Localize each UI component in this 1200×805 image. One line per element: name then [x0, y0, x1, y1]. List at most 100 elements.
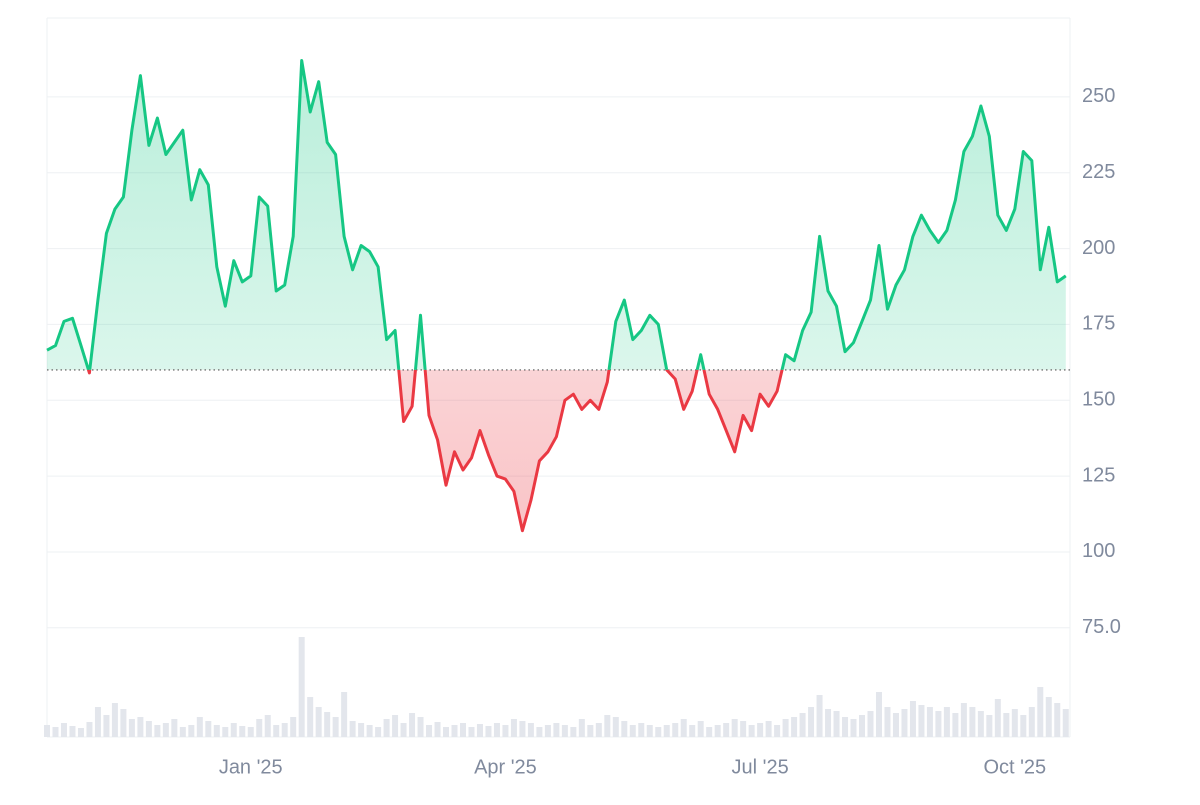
volume-bar	[1020, 715, 1027, 737]
volume-bar	[757, 723, 764, 737]
volume-bar	[298, 637, 305, 737]
volume-bar	[247, 727, 254, 737]
volume-bar	[409, 713, 416, 737]
volume-bar	[544, 725, 551, 737]
volume-bar	[663, 725, 670, 737]
volume-bar	[859, 715, 866, 737]
x-tick-label: Oct '25	[983, 756, 1046, 778]
volume-bar	[443, 727, 450, 737]
volume-bar	[977, 711, 984, 737]
volume-bar	[689, 725, 696, 737]
y-tick-label: 100	[1082, 540, 1115, 562]
y-tick-label: 200	[1082, 237, 1115, 259]
volume-bar	[120, 709, 127, 737]
volume-bar	[273, 725, 280, 737]
volume-bar	[434, 722, 441, 737]
volume-bar	[205, 721, 212, 737]
volume-bar	[103, 715, 110, 737]
volume-bar	[162, 723, 169, 737]
volume-bar	[476, 724, 483, 737]
y-tick-label: 250	[1082, 85, 1115, 107]
volume-bar	[1062, 709, 1069, 737]
volume-bar	[825, 709, 832, 737]
volume-bar	[901, 709, 908, 737]
volume-bar	[816, 695, 823, 737]
x-tick-label: Apr '25	[474, 756, 537, 778]
volume-bar	[188, 725, 195, 737]
volume-bar	[493, 723, 500, 737]
volume-bar	[349, 721, 356, 737]
volume-bar	[69, 726, 76, 737]
volume-bar	[833, 711, 840, 737]
volume-bar	[111, 703, 118, 737]
volume-bar	[468, 727, 475, 737]
volume-bar	[281, 723, 288, 737]
volume-bar	[366, 725, 373, 737]
volume-bar	[358, 723, 365, 737]
volume-bar	[595, 723, 602, 737]
volume-bar	[646, 725, 653, 737]
volume-bar	[485, 726, 492, 737]
volume-bar	[1028, 707, 1035, 737]
volume-bar	[672, 723, 679, 737]
volume-bar	[680, 719, 687, 737]
x-tick-label: Jan '25	[219, 756, 283, 778]
volume-bar	[60, 723, 67, 737]
volume-bar	[935, 711, 942, 737]
volume-bar	[527, 723, 534, 737]
volume-bar	[1054, 703, 1061, 737]
volume-bar	[536, 727, 543, 737]
volume-bar	[884, 707, 891, 737]
volume-bar	[723, 723, 730, 737]
volume-bar	[77, 728, 84, 737]
volume-bar	[256, 719, 263, 737]
volume-bar	[324, 712, 331, 737]
volume-bar	[714, 725, 721, 737]
volume-bar	[867, 711, 874, 737]
area-above	[47, 60, 1066, 370]
y-tick-label: 125	[1082, 464, 1115, 486]
volume-bar	[171, 719, 178, 737]
volume-bar	[570, 727, 577, 737]
volume-bar	[842, 717, 849, 737]
volume-bar	[850, 719, 857, 737]
volume-bar	[400, 723, 407, 737]
volume-bar	[731, 719, 738, 737]
volume-bar	[1045, 697, 1052, 737]
volume-bar	[154, 725, 161, 737]
volume-bar	[459, 723, 466, 737]
volume-bar	[621, 721, 628, 737]
volume-bar	[774, 725, 781, 737]
volume-bar	[383, 719, 390, 737]
volume-bar	[638, 723, 645, 737]
volume-bar	[909, 701, 916, 737]
y-tick-label: 175	[1082, 313, 1115, 335]
y-tick-label: 75.0	[1082, 616, 1121, 638]
volume-bar	[332, 717, 339, 737]
volume-bar	[417, 717, 424, 737]
volume-bar	[145, 721, 152, 737]
volume-bar	[222, 727, 229, 737]
volume-bar	[290, 717, 297, 737]
volume-bar	[875, 692, 882, 737]
volume-bar	[128, 719, 135, 737]
volume-bar	[697, 721, 704, 737]
volume-bar	[578, 719, 585, 737]
volume-bar	[86, 722, 93, 737]
y-tick-label: 150	[1082, 389, 1115, 411]
y-tick-label: 225	[1082, 161, 1115, 183]
volume-bar	[502, 725, 509, 737]
area-below	[47, 369, 1066, 531]
volume-bar	[375, 727, 382, 737]
volume-bar	[748, 725, 755, 737]
volume-bar	[918, 705, 925, 737]
volume-bar	[1037, 687, 1044, 737]
volume-bar	[892, 713, 899, 737]
volume-bar	[943, 707, 950, 737]
price-line-above	[46, 59, 1067, 370]
volume-bar	[230, 723, 237, 737]
volume-bar	[1003, 713, 1010, 737]
volume-bar	[952, 713, 959, 737]
volume-bar	[44, 725, 50, 737]
